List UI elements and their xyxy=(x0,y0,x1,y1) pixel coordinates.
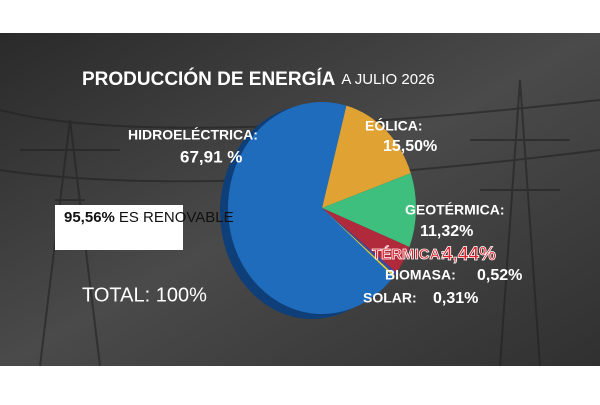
slice-label: BIOMASA: xyxy=(385,267,456,283)
renewable-box xyxy=(55,205,183,250)
towers xyxy=(0,79,600,367)
chart-title: PRODUCCIÓN DE ENERGÍA A JULIO 2026 xyxy=(82,68,435,90)
pie-slice xyxy=(322,105,411,208)
pie-slice xyxy=(322,208,410,273)
slice-value: 0,52% xyxy=(477,267,522,284)
slice-label: TÉRMICA: xyxy=(372,246,445,263)
renewable-text: 95,56% ES RENOVABLE xyxy=(64,209,234,226)
pie-slice xyxy=(322,208,395,277)
renewable-value: 95,56% xyxy=(64,209,115,226)
title: PRODUCCIÓN DE ENERGÍA xyxy=(82,68,336,90)
slice-value: 67,91 % xyxy=(180,147,242,166)
slice-value: 11,32% xyxy=(420,223,473,240)
subtitle: A JULIO 2026 xyxy=(341,71,434,88)
slice-label: EÓLICA: xyxy=(365,117,423,134)
pie-slice xyxy=(227,102,394,314)
slice-value: 0,31% xyxy=(433,290,478,307)
pie xyxy=(227,102,416,314)
pie-slice xyxy=(322,173,416,247)
total: TOTAL: 100% xyxy=(82,284,207,306)
slice-value: 4,44% xyxy=(442,244,496,265)
slice-value: 15,50% xyxy=(383,138,437,155)
slice-label: GEOTÉRMICA: xyxy=(405,202,505,218)
pie-slice xyxy=(322,208,397,276)
slice-label: SOLAR: xyxy=(363,290,417,306)
slice-label: HIDROELÉCTRICA: xyxy=(128,127,258,143)
renewable-label: ES RENOVABLE xyxy=(119,209,234,226)
